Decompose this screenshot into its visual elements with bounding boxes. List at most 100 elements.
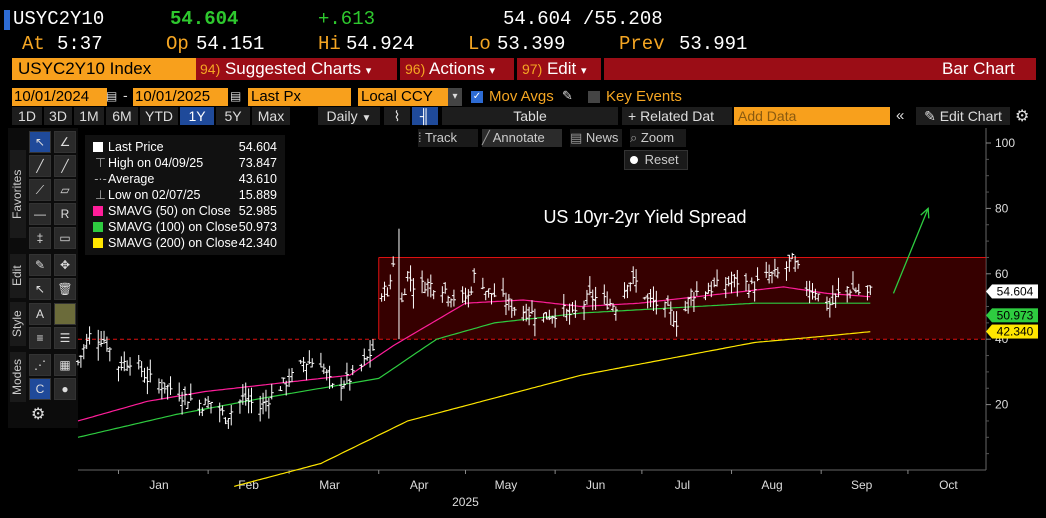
actions-num: 96) (405, 61, 426, 77)
frequency-value: Daily (326, 108, 358, 124)
gear-icon[interactable]: ⚙ (1015, 108, 1030, 125)
chart-type-label: Bar Chart (942, 59, 1015, 78)
bid-ask: 54.604 /55.208 (503, 8, 663, 30)
legend-value: 73.847 (238, 156, 277, 170)
value-label-text: 42.340 (997, 325, 1034, 339)
trash-icon[interactable]: 🗑 (54, 278, 76, 300)
news-label: News (585, 130, 619, 145)
line-tool-icon[interactable]: ╱ (29, 155, 51, 177)
edit-chart-button[interactable]: ✎ Edit Chart (916, 107, 1010, 125)
chevron-down-icon: ▾ (581, 65, 587, 77)
horizontal-line-icon[interactable]: — (29, 203, 51, 225)
field-select[interactable]: Last Px (248, 88, 351, 106)
open-value: 54.151 (196, 33, 265, 55)
annotate-icon: ╱ (482, 130, 490, 145)
line-chart-icon[interactable]: ⌇ (384, 107, 410, 125)
rectangle-icon[interactable]: ▭ (54, 227, 76, 249)
font-icon[interactable]: A (29, 303, 51, 325)
calendar-icon[interactable]: ▤ (230, 89, 242, 103)
legend-value: 42.340 (238, 236, 277, 250)
value-label-bg (992, 284, 1038, 299)
chart-title: US 10yr-2yr Yield Spread (543, 207, 746, 227)
separator (397, 58, 400, 80)
legend-item: -·-Average (93, 171, 154, 187)
line-style-icon[interactable]: ≡ (29, 327, 51, 349)
sma50-line (77, 286, 871, 422)
security-name: USYC2Y10 Index (18, 59, 152, 78)
value-label-bg (992, 324, 1038, 339)
legend-label: SMAVG (200) on Close (108, 236, 238, 250)
value-label-pointer (986, 324, 992, 339)
period-5y-button[interactable]: 5Y (216, 107, 250, 125)
channel-tool-icon[interactable]: ▱ (54, 179, 76, 201)
y-tick-label: 60 (995, 267, 1009, 281)
edit-chart-label: Edit Chart (939, 108, 1002, 124)
mov-avgs-label: Mov Avgs (489, 88, 554, 105)
low-marker-icon: ⊥ (95, 188, 106, 202)
period-6m-button[interactable]: 6M (106, 107, 138, 125)
open-label: Op (166, 33, 189, 55)
ticker-symbol: USYC2Y10 (13, 8, 105, 30)
related-data-button[interactable]: + Related Dat (622, 107, 732, 125)
period-1m-button[interactable]: 1M (74, 107, 104, 125)
key-events-checkbox[interactable] (588, 91, 600, 103)
frequency-select[interactable]: Daily ▼ (318, 107, 380, 125)
gear-icon[interactable]: ⚙ (31, 406, 46, 423)
annotate-button[interactable]: ╱ Annotate (482, 129, 562, 147)
edit-menu[interactable]: 97) Edit ▾ (522, 58, 587, 80)
mov-avgs-checkbox[interactable]: ✓ (471, 91, 483, 103)
chevron-down-icon: ▼ (361, 113, 372, 124)
period-max-button[interactable]: Max (252, 107, 290, 125)
reset-button[interactable]: Reset (624, 150, 688, 170)
dotted-line-icon[interactable]: ⋰ (29, 354, 51, 376)
period-3d-button[interactable]: 3D (44, 107, 72, 125)
collapse-icon[interactable]: « (896, 107, 905, 124)
track-button[interactable]: ⁞ Track (418, 129, 478, 147)
calendar-icon[interactable]: ▤ (106, 89, 118, 103)
y-tick-label: 20 (995, 398, 1009, 412)
menu-bar (196, 58, 1036, 80)
table-button[interactable]: Table (442, 107, 618, 125)
text-tool-icon[interactable]: R (54, 203, 76, 225)
select-arrow-icon[interactable]: ↖ (29, 278, 51, 300)
pencil-tool-icon[interactable]: ✎ (29, 254, 51, 276)
x-tick-label: Sep (851, 478, 873, 492)
reset-label: Reset (644, 152, 679, 167)
value-label-pointer (986, 284, 992, 299)
suggested-charts-menu[interactable]: 94) Suggested Charts ▾ (200, 58, 396, 80)
add-data-placeholder: Add Data (738, 108, 797, 124)
news-button[interactable]: ▤ News (570, 129, 622, 147)
security-field[interactable]: USYC2Y10 Index (12, 58, 198, 80)
zoom-button[interactable]: ⌕ Zoom (630, 129, 686, 147)
move-icon[interactable]: ✥ (54, 254, 76, 276)
value-label-bg (992, 308, 1038, 323)
chevron-down-icon: ▾ (365, 65, 372, 77)
period-1d-button[interactable]: 1D (12, 107, 42, 125)
edit-num: 97) (522, 61, 543, 77)
magnet-icon[interactable]: C (29, 378, 51, 400)
ray-tool-icon[interactable]: ╱ (54, 155, 76, 177)
add-data-input[interactable]: Add Data (734, 107, 890, 125)
chevron-down-icon[interactable]: ▾ (448, 88, 462, 106)
pencil-icon[interactable]: ✎ (562, 88, 573, 103)
currency-select[interactable]: Local CCY (358, 88, 449, 106)
segment-tool-icon[interactable]: ⟋ (29, 179, 51, 201)
bar-chart-icon[interactable]: ╢ (412, 107, 438, 125)
at-time: 5:37 (57, 33, 103, 55)
fill-color-icon[interactable] (54, 303, 76, 325)
draw-tool-icon[interactable]: ∠ (54, 131, 76, 153)
line-width-icon[interactable]: ☰ (54, 327, 76, 349)
colors-icon[interactable]: ● (54, 378, 76, 400)
grid-icon[interactable]: ▦ (54, 354, 76, 376)
legend-item: SMAVG (50) on Close (93, 203, 231, 219)
start-date-input[interactable]: 10/01/2024 (12, 88, 107, 106)
legend-value: 54.604 (238, 140, 277, 154)
period-ytd-button[interactable]: YTD (140, 107, 178, 125)
pointer-tool-icon[interactable]: ↖ (29, 131, 51, 153)
fibonacci-icon[interactable]: ‡ (29, 227, 51, 249)
actions-menu[interactable]: 96) Actions ▾ (405, 58, 495, 80)
period-1y-button[interactable]: 1Y (180, 107, 214, 125)
legend-item: SMAVG (200) on Close (93, 235, 238, 251)
end-date-input[interactable]: 10/01/2025 (133, 88, 228, 106)
